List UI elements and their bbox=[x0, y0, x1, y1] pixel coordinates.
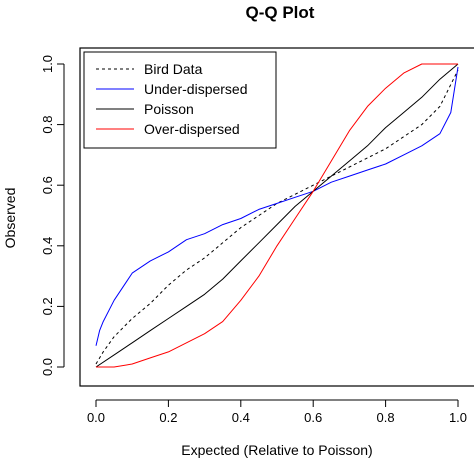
y-tick-label: 0.0 bbox=[40, 358, 55, 376]
x-tick-label: 0.0 bbox=[87, 410, 105, 425]
x-axis: 0.0 0.2 0.4 0.6 0.8 1.0 bbox=[87, 399, 467, 425]
y-axis-label: Observed bbox=[2, 188, 18, 249]
plot-frame bbox=[79, 47, 474, 387]
y-tick-label: 0.6 bbox=[40, 176, 55, 194]
x-tick-label: 1.0 bbox=[449, 410, 467, 425]
legend-box bbox=[83, 51, 277, 149]
x-tick-label: 0.6 bbox=[304, 410, 322, 425]
series-line-poisson bbox=[95, 63, 459, 368]
y-tick-label: 0.8 bbox=[40, 116, 55, 134]
y-axis: 0.0 0.2 0.4 0.6 0.8 1.0 bbox=[40, 55, 65, 376]
y-tick-label: 0.2 bbox=[40, 297, 55, 315]
legend: Bird Data Under-dispersed Poisson Over-disp… bbox=[83, 51, 277, 149]
series-line-under-dispersed bbox=[95, 66, 459, 346]
y-tick-label: 1.0 bbox=[40, 55, 55, 73]
legend-label: Under-dispersed bbox=[144, 81, 248, 97]
legend-label: Bird Data bbox=[144, 61, 203, 77]
x-tick-label: 0.2 bbox=[159, 410, 177, 425]
legend-label: Poisson bbox=[144, 101, 194, 117]
legend-label: Over-dispersed bbox=[144, 121, 240, 137]
series-line-over-dispersed bbox=[96, 63, 458, 368]
x-axis-label: Expected (Relative to Poisson) bbox=[181, 442, 372, 458]
chart-title: Q-Q Plot bbox=[246, 3, 315, 22]
y-tick-label: 0.4 bbox=[40, 237, 55, 255]
x-tick-label: 0.8 bbox=[377, 410, 395, 425]
series-layer bbox=[95, 63, 459, 368]
legend-items: Bird Data Under-dispersed Poisson Over-disp… bbox=[96, 61, 248, 137]
x-tick-label: 0.4 bbox=[232, 410, 250, 425]
